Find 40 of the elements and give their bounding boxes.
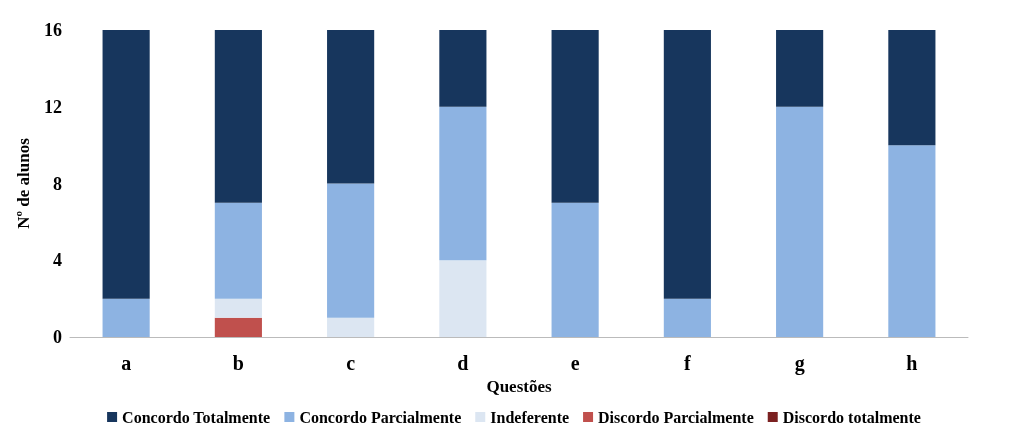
x-axis-title: Questões xyxy=(486,376,552,396)
y-tick-label: 8 xyxy=(53,173,62,194)
legend-label: Concordo Totalmente xyxy=(122,408,271,426)
bar xyxy=(214,202,262,299)
bar xyxy=(439,260,487,337)
bar xyxy=(663,30,711,299)
y-axis-title: Nº de alunos xyxy=(14,137,33,229)
bar xyxy=(214,317,262,337)
legend-label: Discordo totalmente xyxy=(782,408,921,426)
x-tick-label: d xyxy=(457,352,469,374)
x-tick-label: h xyxy=(906,352,918,374)
x-tick-label: c xyxy=(346,352,356,374)
y-tick-label: 0 xyxy=(53,327,62,347)
x-tick-label: f xyxy=(684,352,692,374)
bar xyxy=(439,106,487,261)
bar xyxy=(214,298,262,318)
x-tick-label: e xyxy=(570,352,580,374)
legend-label: Discordo Parcialmente xyxy=(598,408,754,426)
bar xyxy=(551,30,599,203)
bar xyxy=(439,30,487,107)
legend-label: Concordo Parcialmente xyxy=(299,408,462,426)
bar xyxy=(776,106,824,337)
x-tick-label: g xyxy=(794,352,805,375)
bar xyxy=(327,183,375,318)
legend-label: Indeferente xyxy=(490,408,570,426)
bar xyxy=(776,30,824,107)
x-tick-label: b xyxy=(232,352,244,374)
bar xyxy=(888,30,936,146)
bar xyxy=(888,145,936,337)
x-tick-label: a xyxy=(121,352,132,374)
bar xyxy=(102,298,150,337)
y-tick-label: 12 xyxy=(44,96,62,117)
bar xyxy=(214,30,262,203)
bar xyxy=(102,30,150,299)
bar xyxy=(327,317,375,337)
bar xyxy=(551,202,599,337)
y-tick-label: 4 xyxy=(53,250,62,271)
bar xyxy=(327,30,375,184)
bar xyxy=(663,298,711,337)
y-tick-label: 16 xyxy=(44,20,62,40)
